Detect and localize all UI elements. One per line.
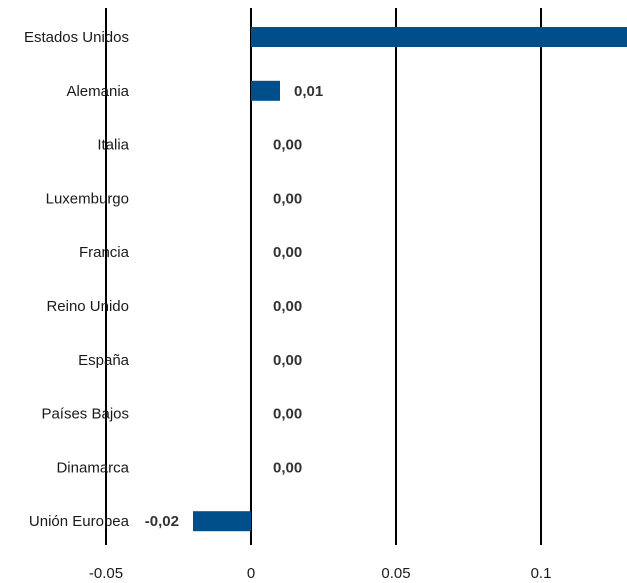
x-tick-label: 0.1 (531, 565, 552, 582)
data-label: 0,01 (294, 83, 323, 100)
data-label: 0,00 (273, 459, 302, 476)
x-tick-label: -0.05 (89, 565, 123, 582)
category-label: Luxemburgo (46, 190, 129, 207)
category-label: Estados Unidos (24, 29, 129, 46)
data-label: -0,02 (145, 513, 179, 530)
data-label: 0,00 (273, 137, 302, 154)
bar (193, 511, 251, 532)
gridlines (105, 8, 542, 545)
category-label: Países Bajos (41, 406, 129, 423)
category-labels: Estados Unidos Alemania Italia Luxemburgo Fr… (24, 29, 130, 530)
bar (251, 27, 627, 47)
x-tick-label: 0 (247, 565, 255, 582)
category-label: Reino Unido (46, 298, 129, 315)
x-tick-label: 0.05 (381, 565, 410, 582)
category-label: Alemania (66, 83, 129, 100)
data-label: 0,00 (273, 298, 302, 315)
category-label: España (78, 352, 130, 369)
value-labels: 0,200,010,000,000,000,000,000,000,00-0,0… (145, 83, 323, 530)
data-label: 0,00 (273, 406, 302, 423)
bar (251, 80, 280, 101)
category-label: Unión Europea (29, 513, 130, 530)
category-label: Dinamarca (56, 459, 129, 476)
category-label: Italia (97, 137, 129, 154)
category-label: Francia (79, 244, 130, 261)
bars (193, 27, 627, 532)
data-label: 0,00 (273, 352, 302, 369)
data-label: 0,00 (273, 190, 302, 207)
data-label: 0,00 (273, 244, 302, 261)
